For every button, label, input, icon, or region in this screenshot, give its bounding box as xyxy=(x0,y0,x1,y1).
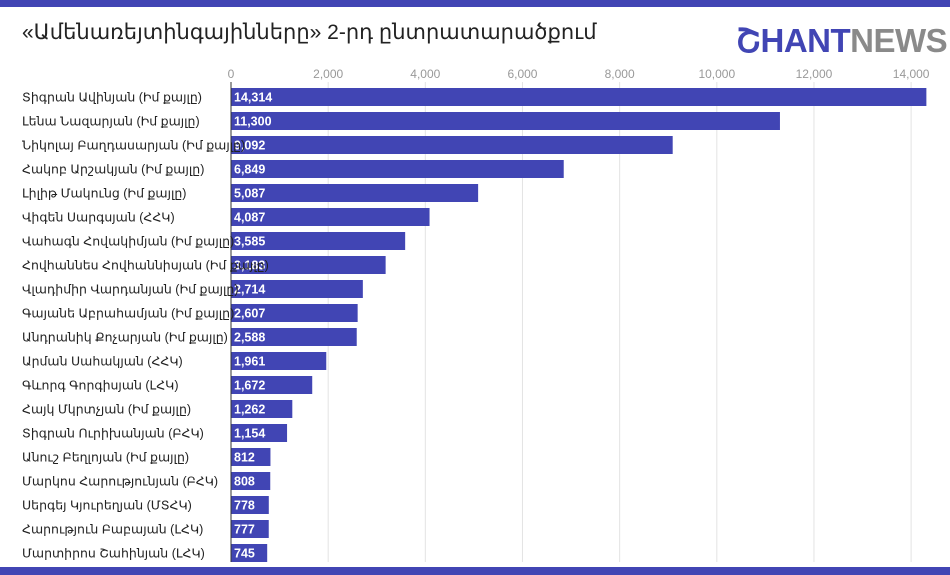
category-label: Գևորգ Գորգիսյան (ԼՀԿ) xyxy=(22,379,178,393)
category-label: Վահագն Հովակիմյան (Իմ քայլը) xyxy=(22,235,234,249)
bar xyxy=(231,112,780,130)
bar xyxy=(231,160,564,178)
x-tick-label: 8,000 xyxy=(605,67,635,81)
bar xyxy=(231,88,927,106)
bar-value-label: 1,672 xyxy=(234,379,265,393)
bar-value-label: 3,585 xyxy=(234,235,265,249)
bar xyxy=(231,544,268,562)
x-tick-label: 2,000 xyxy=(313,67,343,81)
bar-value-label: 1,154 xyxy=(234,427,265,441)
bar xyxy=(231,256,386,274)
bar xyxy=(231,496,269,514)
category-label: Հայկ Մկրտչյան (Իմ քայլը) xyxy=(22,403,191,417)
bar-value-label: 777 xyxy=(234,523,255,537)
category-label: Տիգրան Ուրիխանյան (ԲՀԿ) xyxy=(22,427,204,441)
category-label: Նիկոլայ Բաղդասարյան (Իմ քայլը) xyxy=(22,139,245,153)
bar-value-label: 2,714 xyxy=(234,283,265,297)
bar xyxy=(231,448,271,466)
bar xyxy=(231,304,358,322)
bar xyxy=(231,184,479,202)
bar-value-label: 6,849 xyxy=(234,163,265,177)
bar xyxy=(231,136,673,154)
bar xyxy=(231,520,269,538)
chart-title: «Ամենառեյտինգայինները» 2-րդ ընտրատարածքո… xyxy=(22,21,597,44)
bar xyxy=(231,472,271,490)
bar-value-label: 2,607 xyxy=(234,307,265,321)
x-tick-label: 4,000 xyxy=(410,67,440,81)
bar-value-label: 778 xyxy=(234,499,255,513)
bar-value-label: 11,300 xyxy=(234,115,272,129)
bar-value-label: 5,087 xyxy=(234,187,265,201)
shantnews-logo: ՇHANTNEWS xyxy=(736,22,948,59)
x-tick-label: 10,000 xyxy=(698,67,735,81)
bar xyxy=(231,328,357,346)
category-label: Անուշ Բեղլոյան (Իմ քայլը) xyxy=(22,451,189,465)
bar-value-label: 745 xyxy=(234,547,255,561)
category-label: Արման Սահակյան (ՀՀԿ) xyxy=(22,355,183,369)
bottom-band xyxy=(0,567,950,575)
x-tick-label: 14,000 xyxy=(893,67,930,81)
bar xyxy=(231,424,288,442)
x-tick-label: 6,000 xyxy=(507,67,537,81)
bar-value-label: 808 xyxy=(234,475,255,489)
category-label: Վիգեն Սարգսյան (ՀՀԿ) xyxy=(22,211,175,225)
category-label: Սերգեյ Կյուրեղյան (ՄՏՀԿ) xyxy=(22,499,192,513)
bar xyxy=(231,280,363,298)
category-label: Լենա Նազարյան (Իմ քայլը) xyxy=(22,115,200,129)
category-label: Հարություն Բաբայան (ԼՀԿ) xyxy=(22,523,203,537)
bar-value-label: 812 xyxy=(234,451,255,465)
bar-value-label: 14,314 xyxy=(234,91,272,105)
bar-value-label: 1,961 xyxy=(234,355,265,369)
category-label: Անդրանիկ Քոչարյան (Իմ քայլը) xyxy=(22,331,228,345)
category-label: Գայանե Աբրահամյան (Իմ քայլը) xyxy=(22,307,234,321)
category-label: Վլադիմիր Վարդանյան (Իմ քայլը) xyxy=(22,283,239,297)
category-label: Մարկոս Հարությունյան (ԲՀԿ) xyxy=(22,475,218,489)
category-label: Հակոբ Արշակյան (Իմ քայլը) xyxy=(22,163,204,177)
bar-chart: 0 2,000 4,000 6,000 8,000 10,000 12,000 14,000 1… xyxy=(22,67,930,562)
bar xyxy=(231,400,293,418)
logo-part-shant: ՇHANT xyxy=(736,22,851,59)
category-label: Հովհաննես Հովհաննիսյան (Իմ քայլը) xyxy=(22,259,269,273)
bar-value-label: 4,087 xyxy=(234,211,265,225)
top-band xyxy=(0,0,950,7)
x-tick-label: 12,000 xyxy=(796,67,833,81)
logo-part-news: NEWS xyxy=(850,22,948,59)
bar xyxy=(231,208,430,226)
category-label: Մարտիրոս Շահինյան (ԼՀԿ) xyxy=(22,547,205,561)
bar-value-label: 2,588 xyxy=(234,331,265,345)
category-label: Լիլիթ Մակունց (Իմ քայլը) xyxy=(22,187,186,201)
bar xyxy=(231,376,313,394)
category-label: Տիգրան Ավինյան (Իմ քայլը) xyxy=(22,91,202,105)
bar-value-label: 9,092 xyxy=(234,139,265,153)
bar xyxy=(231,352,327,370)
bar xyxy=(231,232,406,250)
x-tick-label: 0 xyxy=(228,67,235,81)
bar-value-label: 3,183 xyxy=(234,259,265,273)
bar-value-label: 1,262 xyxy=(234,403,265,417)
